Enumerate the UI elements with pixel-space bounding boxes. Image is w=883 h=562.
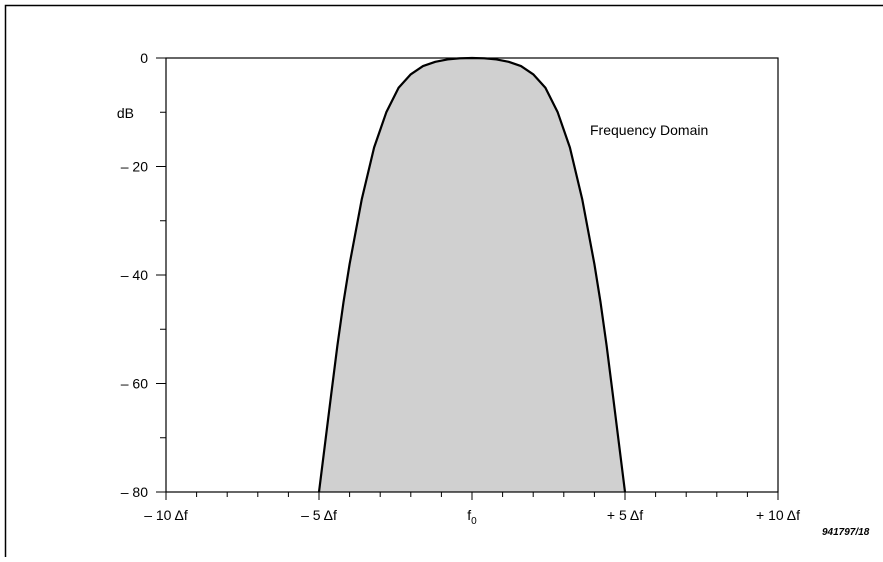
curve-fill [319, 58, 625, 492]
frequency-domain-annotation: Frequency Domain [590, 122, 708, 138]
x-tick-label: f0 [467, 507, 477, 527]
x-tick-label: – 10 Δf [144, 507, 188, 523]
figure-id: 941797/18 [822, 527, 870, 538]
x-tick-label: – 5 Δf [301, 507, 337, 523]
y-tick-label: – 80 [121, 484, 148, 500]
y-unit-label: dB [117, 105, 134, 121]
y-tick-label: – 60 [121, 376, 148, 392]
x-tick-label: + 5 Δf [607, 507, 643, 523]
y-tick-label: – 20 [121, 159, 148, 175]
x-tick-label: + 10 Δf [756, 507, 800, 523]
y-tick-label: 0 [140, 50, 148, 66]
y-tick-label: – 40 [121, 267, 148, 283]
